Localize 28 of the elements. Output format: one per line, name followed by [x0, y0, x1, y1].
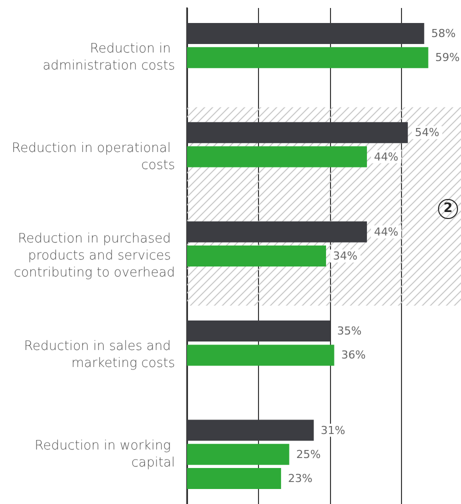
circle-outline: 2 — [438, 199, 458, 219]
y-tick-label: Reduction in purchased products and services contributing to overhead — [14, 232, 175, 280]
data-label: 59% — [435, 51, 460, 64]
bar — [187, 146, 367, 168]
data-label: 31% — [320, 424, 346, 437]
bar — [187, 221, 367, 242]
data-label: 44% — [374, 225, 398, 238]
bar — [187, 320, 330, 342]
data-label: 23% — [288, 472, 313, 486]
y-tick-label: Reduction in working capital — [34, 438, 175, 470]
y-tick-label: Reduction in sales and marketing costs — [24, 339, 175, 372]
data-label: 35% — [337, 324, 362, 338]
y-tick-label: Reduction in administration costs — [42, 42, 175, 74]
y-tick-label: Reduction in operational costs — [12, 140, 175, 173]
bar — [187, 22, 424, 44]
bar — [187, 47, 428, 68]
data-label: 36% — [341, 348, 366, 362]
data-label: 44% — [374, 150, 398, 164]
data-label: 34% — [333, 250, 358, 262]
data-label: 25% — [296, 448, 321, 461]
data-label: 58% — [431, 26, 456, 40]
bar — [187, 246, 326, 266]
bar — [187, 122, 408, 144]
data-label: 54% — [414, 126, 440, 140]
bar — [187, 468, 282, 490]
bar — [187, 420, 314, 441]
bar — [187, 444, 290, 465]
bar — [187, 344, 334, 366]
